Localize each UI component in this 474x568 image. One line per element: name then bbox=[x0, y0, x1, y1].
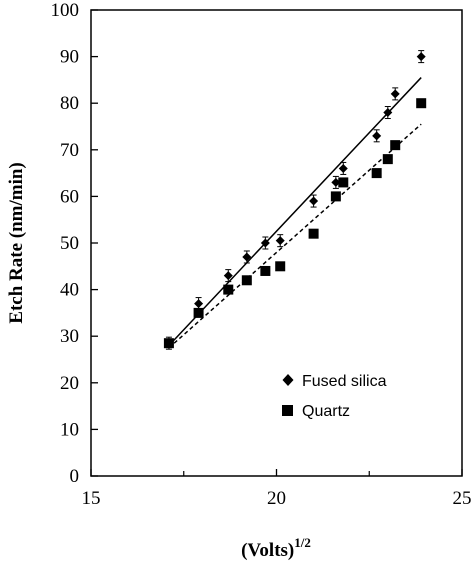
trendlines bbox=[168, 77, 422, 349]
y-tick-label: 20 bbox=[60, 373, 79, 394]
point-series-0 bbox=[275, 236, 285, 246]
point-series-1 bbox=[308, 228, 319, 239]
y-axis-ticks: 0 10 20 30 40 50 60 70 80 90 100 bbox=[51, 0, 98, 487]
y-tick-label: 70 bbox=[60, 140, 79, 161]
point-series-1 bbox=[163, 338, 174, 349]
x-axis-ticks: 15 20 25 bbox=[82, 469, 472, 509]
point-series-0 bbox=[331, 177, 341, 187]
y-tick-label: 90 bbox=[60, 47, 79, 68]
legend: Fused silica Quartz bbox=[282, 373, 387, 420]
y-tick-label: 50 bbox=[60, 233, 79, 254]
point-series-0 bbox=[338, 163, 348, 173]
point-series-1 bbox=[416, 98, 427, 109]
y-tick-label: 0 bbox=[70, 466, 80, 487]
point-series-0 bbox=[416, 52, 426, 62]
point-series-1 bbox=[330, 191, 341, 202]
y-tick-label: 40 bbox=[60, 280, 79, 301]
x-tick-label: 15 bbox=[82, 488, 101, 509]
legend-label-fused-silica: Fused silica bbox=[302, 373, 387, 390]
x-axis-title: (Volts)1/2 bbox=[241, 535, 311, 561]
y-tick-label: 30 bbox=[60, 326, 79, 347]
point-series-1 bbox=[193, 307, 204, 318]
y-tick-label: 60 bbox=[60, 186, 79, 207]
x-tick-label: 20 bbox=[267, 488, 286, 509]
point-series-1 bbox=[275, 261, 286, 272]
legend-label-quartz: Quartz bbox=[302, 403, 350, 420]
trendline-series-0 bbox=[168, 77, 422, 347]
point-series-1 bbox=[241, 275, 252, 286]
point-series-0 bbox=[309, 196, 319, 206]
point-series-0 bbox=[223, 271, 233, 281]
point-series-1 bbox=[382, 154, 393, 165]
plot-frame bbox=[90, 9, 463, 477]
point-series-1 bbox=[338, 177, 349, 188]
trendline-series-1 bbox=[168, 123, 422, 349]
x-axis-title-superscript: 1/2 bbox=[294, 535, 311, 550]
point-series-1 bbox=[390, 140, 401, 151]
point-series-1 bbox=[371, 168, 382, 179]
point-series-1 bbox=[223, 284, 234, 295]
y-tick-label: 80 bbox=[60, 93, 79, 114]
data-markers bbox=[163, 50, 427, 350]
y-tick-label: 10 bbox=[60, 419, 79, 440]
point-series-0 bbox=[383, 108, 393, 118]
legend-marker-fused-silica bbox=[282, 374, 294, 386]
legend-marker-quartz bbox=[282, 405, 293, 416]
point-series-1 bbox=[260, 265, 271, 276]
x-tick-label: 25 bbox=[453, 488, 472, 509]
y-axis-title: Etch Rate (nm/min) bbox=[6, 162, 27, 323]
point-series-0 bbox=[390, 89, 400, 99]
y-tick-label: 100 bbox=[51, 0, 80, 21]
point-series-0 bbox=[242, 252, 252, 262]
point-series-0 bbox=[260, 238, 270, 248]
point-series-0 bbox=[194, 299, 204, 309]
x-axis-title-base: (Volts) bbox=[241, 540, 294, 561]
point-series-0 bbox=[372, 131, 382, 141]
